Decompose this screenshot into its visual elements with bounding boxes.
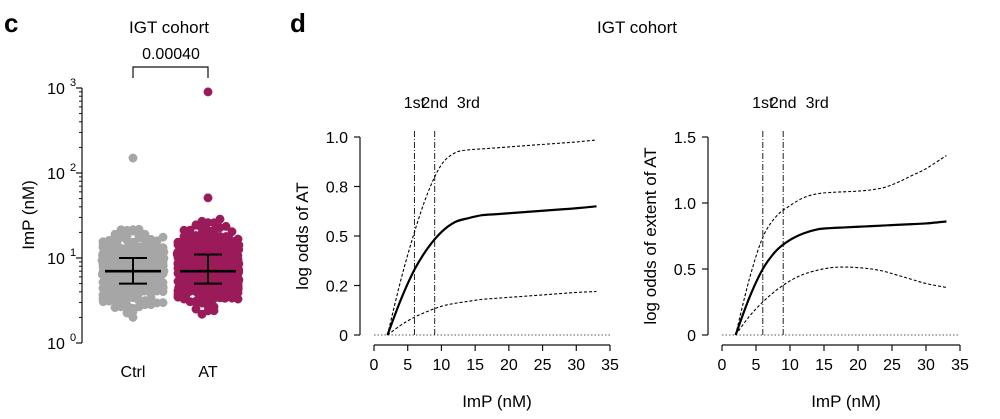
x-tick-label: 5 [752, 357, 761, 374]
panel-c-y-tick-exponent: 2 [70, 162, 76, 174]
p-value-label: 0.00040 [142, 46, 200, 63]
panel-c-y-tick-label: 10 [47, 166, 65, 183]
data-point [221, 221, 231, 231]
confidence-band-upper [386, 139, 597, 336]
data-point [146, 300, 156, 310]
confidence-band-lower [387, 290, 597, 336]
quartile-label: 2nd [770, 95, 797, 112]
y-tick-label: 0 [339, 328, 348, 345]
x-tick-label: 25 [534, 357, 552, 374]
estimate-curve [386, 205, 597, 336]
data-point [191, 304, 201, 314]
data-point [191, 220, 201, 230]
x-tick-label: 10 [433, 357, 451, 374]
data-point [233, 294, 243, 304]
panel-c-y-tick-label: 10 [47, 251, 65, 268]
data-point [158, 232, 168, 242]
data-point [98, 239, 108, 249]
significance-bracket [132, 66, 209, 78]
x-tick-label: 20 [500, 357, 518, 374]
panel-c-points-at [172, 87, 244, 319]
x-tick-label: 30 [567, 357, 585, 374]
panel-d-left-x-axis-label: ImP (nM) [462, 392, 532, 411]
y-tick-label: 0 [687, 328, 696, 345]
panel-letter-c: c [4, 8, 18, 38]
data-point [181, 238, 191, 248]
data-point [128, 153, 138, 163]
quartile-label: 3rd [806, 95, 829, 112]
panel-c-x-tick-label: AT [198, 364, 217, 381]
data-point [203, 87, 213, 97]
panel-c-points-ctrl [97, 153, 169, 322]
confidence-band-lower [735, 266, 947, 336]
confidence-band-upper [735, 155, 947, 336]
data-point [100, 281, 110, 291]
estimate-curve [734, 220, 947, 336]
x-tick-label: 30 [917, 357, 935, 374]
panel-letter-d: d [290, 8, 306, 38]
x-tick-label: 10 [781, 357, 799, 374]
data-point [203, 193, 213, 203]
y-tick-label: 0.8 [326, 180, 348, 197]
y-tick-label: 0.5 [326, 229, 348, 246]
y-tick-label: 1.0 [674, 196, 696, 213]
panel-c-y-tick-exponent: 0 [70, 332, 76, 344]
panel-c-title: IGT cohort [129, 18, 209, 37]
data-point [128, 226, 138, 236]
data-point [136, 287, 146, 297]
x-tick-label: 25 [883, 357, 901, 374]
quartile-label: 1st [752, 95, 774, 112]
panel-d-left-y-axis-label: log odds of AT [293, 182, 312, 289]
x-tick-label: 35 [951, 357, 969, 374]
quartile-label: 3rd [457, 95, 480, 112]
data-point [220, 293, 230, 303]
panel-d-title: IGT cohort [597, 18, 677, 37]
y-tick-label: 1.0 [326, 130, 348, 147]
x-tick-label: 0 [718, 357, 727, 374]
panel-c-y-tick-label: 10 [47, 81, 65, 98]
y-tick-label: 0.5 [674, 262, 696, 279]
x-tick-label: 15 [466, 357, 484, 374]
panel-c-y-tick-exponent: 3 [70, 77, 76, 89]
data-point [184, 275, 194, 285]
data-point [197, 309, 207, 319]
y-tick-label: 1.5 [674, 130, 696, 147]
data-point [98, 297, 108, 307]
data-point [128, 312, 138, 322]
x-tick-label: 35 [601, 357, 619, 374]
quartile-label: 2nd [421, 95, 448, 112]
panel-c-x-tick-label: Ctrl [121, 364, 146, 381]
panel-d-right-y-axis-label: log odds of extent of AT [641, 147, 660, 324]
panel-c-chart: 10 0 10 1 10 2 10 3 Ctrl AT [47, 77, 244, 381]
panel-c-y-tick-exponent: 1 [70, 247, 76, 259]
panel-d-right-x-axis-label: ImP (nM) [811, 392, 881, 411]
panel-c-y-axis-label: ImP (nM) [19, 180, 38, 250]
data-point [173, 292, 183, 302]
x-tick-label: 5 [403, 357, 412, 374]
data-point [158, 287, 168, 297]
x-tick-label: 15 [815, 357, 833, 374]
data-point [158, 298, 168, 308]
data-point [110, 303, 120, 312]
x-tick-label: 0 [370, 357, 379, 374]
panel-c-y-tick-label: 10 [47, 336, 65, 353]
quartile-label: 1st [404, 95, 426, 112]
data-point [215, 214, 225, 224]
y-tick-label: 0.2 [326, 279, 348, 296]
data-point [122, 308, 132, 318]
x-tick-label: 20 [849, 357, 867, 374]
data-point [209, 306, 219, 316]
